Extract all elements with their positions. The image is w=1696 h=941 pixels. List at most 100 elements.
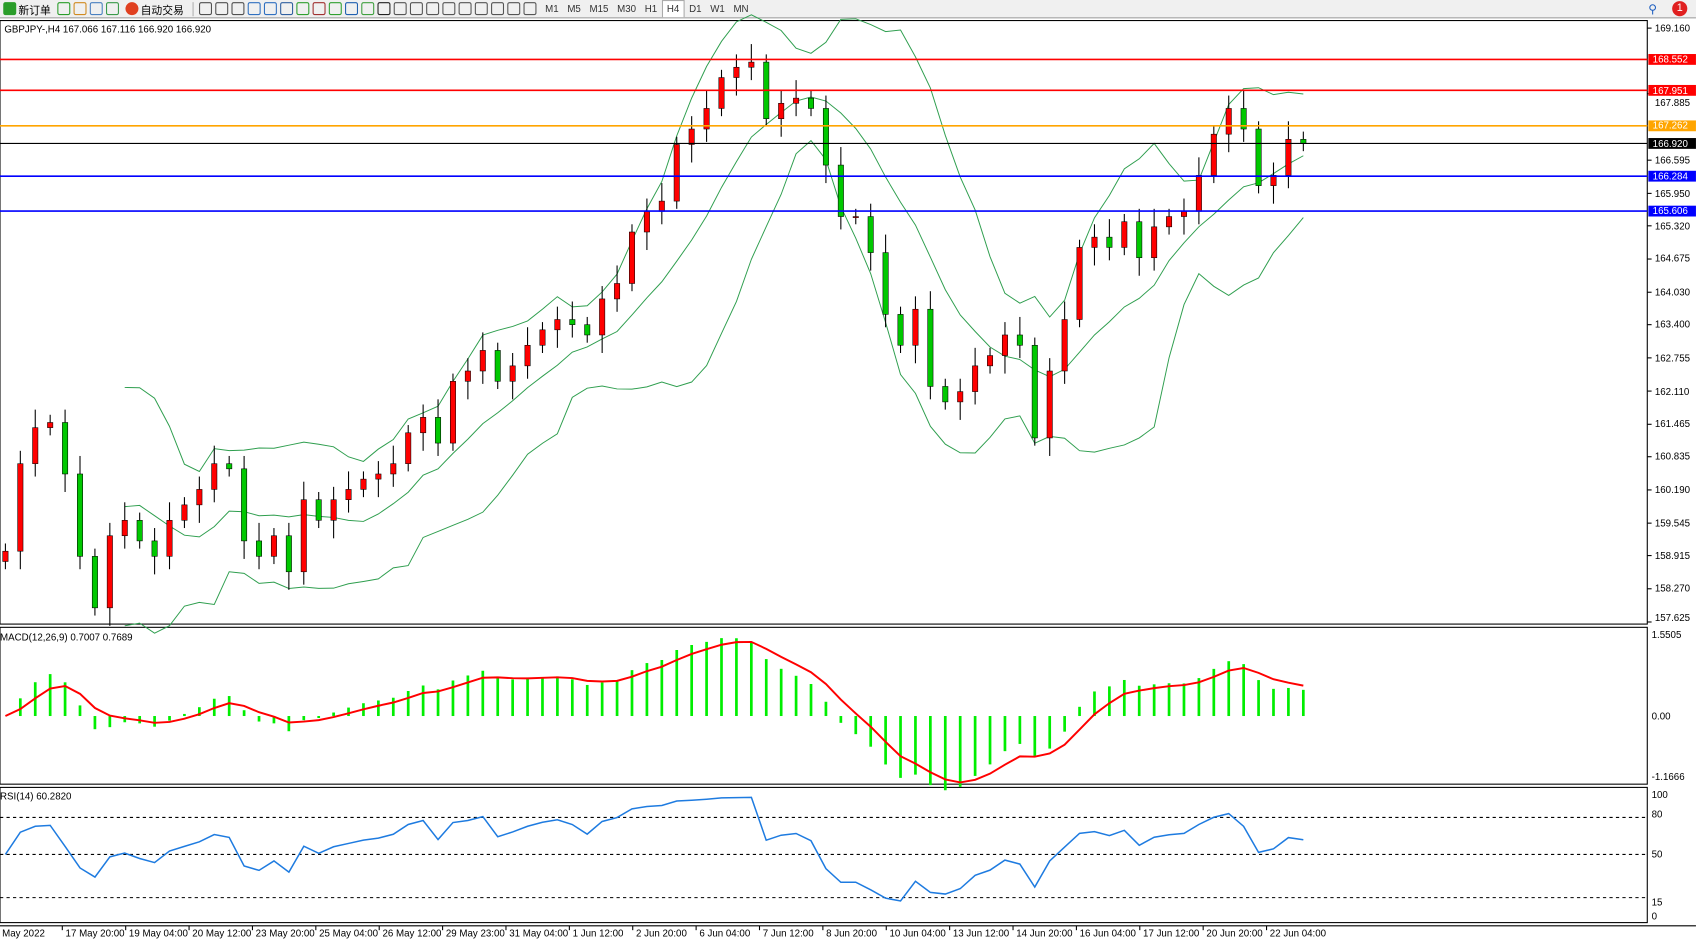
candle-up [1285,139,1292,176]
candle-up [47,422,54,428]
price-tick-label: 162.755 [1654,352,1691,364]
time-axis-label: 1 Jun 12:00 [572,928,624,939]
price-level-label: 166.284 [1652,170,1688,182]
macd-signal-line [4,640,1304,784]
horizontal-line-icon[interactable] [426,2,440,16]
autoscroll-icon[interactable] [296,2,310,16]
fibonacci-icon[interactable] [458,2,472,16]
auto-trading-icon [125,2,139,16]
candle-up [196,489,203,506]
candle-down [136,520,143,542]
timeframe-m5[interactable]: M5 [567,2,581,14]
candle-down [285,535,292,573]
timeframe-m1[interactable]: M1 [545,2,559,14]
new-chart-icon[interactable] [57,2,71,16]
candle-down [942,386,949,403]
candle-up [464,370,471,382]
candle-down [91,556,98,609]
text-label-icon[interactable] [507,2,521,16]
trendline-icon[interactable] [442,2,456,16]
price-tick-label: 158.915 [1654,550,1691,561]
notification-badge[interactable]: 1 [1672,1,1688,17]
chart-header: GBPJPY-,H4 167.066 167.116 166.920 166.9… [4,23,212,35]
candle-up [211,463,218,490]
time-axis-label: 7 Jun 12:00 [762,928,814,939]
price-level-tag [1648,170,1696,182]
rsi-tick-label: 15 [1651,896,1663,908]
time-axis-label: 17 Jun 12:00 [1143,928,1200,939]
chart-shift-icon[interactable] [312,2,326,16]
candle-down [494,350,501,382]
candle-up [972,365,979,392]
text-icon[interactable] [491,2,505,16]
candle-up [688,128,695,145]
tile-icon[interactable] [280,2,294,16]
bar-chart-icon[interactable] [199,2,212,16]
price-tick-label: 163.400 [1654,319,1691,331]
search-icon[interactable]: ⚲ [1648,2,1658,16]
channel-icon[interactable] [474,2,488,16]
timeframe-h1[interactable]: H1 [644,2,658,14]
macd-tick-label: -1.1666 [1651,771,1685,782]
zoom-out-icon[interactable] [263,2,277,16]
candle-down [808,97,814,109]
price-level-tag [1648,138,1696,149]
price-tick-label: 161.465 [1654,418,1691,430]
timeframe-d1[interactable]: D1 [689,2,702,14]
price-level-tag [1648,54,1696,65]
timeframe-w1[interactable]: W1 [710,2,725,14]
price-level-tag [1648,120,1696,132]
timeframe-m15[interactable]: M15 [589,2,609,14]
price-tick-label: 162.110 [1654,385,1690,397]
vertical-line-icon[interactable] [409,2,423,16]
price-tick-label: 164.675 [1654,253,1691,265]
market-watch-icon[interactable] [89,2,103,16]
timeframe-m30[interactable]: M30 [617,2,637,14]
templates-icon[interactable] [361,2,375,16]
candle-up [957,391,964,403]
candle-up [629,231,635,284]
candle-up [1270,175,1277,186]
rsi-label: RSI(14) 60.2820 [0,790,72,802]
candle-up [181,504,188,521]
candle-up [1210,133,1217,176]
candle-up [300,499,307,573]
candle-up [106,535,113,609]
candle-down [226,463,233,470]
candle-up [375,473,382,480]
auto-trading-button[interactable]: 自动交易 [122,1,187,17]
candle-up [539,329,546,346]
signals-icon[interactable] [105,2,119,16]
timeframe-mn[interactable]: MN [733,2,749,14]
candle-up [405,432,412,464]
price-tick-label: 166.595 [1654,154,1691,166]
profiles-icon[interactable] [73,2,87,16]
zoom-in-icon[interactable] [247,2,261,16]
candle-down [867,216,874,253]
candle-up [1195,175,1202,212]
candle-down [435,417,442,444]
candle-chart-icon[interactable] [215,2,229,16]
bollinger-mid-line [124,96,1304,538]
arrows-icon[interactable] [523,2,537,16]
candle-up [17,463,24,552]
time-axis-label: 10 Jun 04:00 [889,928,946,939]
bollinger-lower-line [124,139,1304,634]
timeframe-h4[interactable]: H4 [661,0,685,18]
time-axis-label: May 2022 [2,928,45,939]
indicators-icon[interactable] [328,2,342,16]
time-axis-label: 13 Jun 12:00 [952,928,1010,939]
price-tick-label: 164.030 [1654,286,1691,298]
macd-label: MACD(12,26,9) 0.7007 0.7689 [0,631,133,643]
macd-panel-frame [0,626,1648,785]
cursor-icon[interactable] [377,2,391,16]
time-axis-label: 14 Jun 20:00 [1016,928,1073,939]
periods-icon[interactable] [345,2,359,16]
line-chart-icon[interactable] [231,2,245,16]
crosshair-icon[interactable] [393,2,407,16]
new-order-button[interactable]: 新订单 [0,1,54,17]
candle-up [703,108,710,130]
candle-down [897,314,904,346]
